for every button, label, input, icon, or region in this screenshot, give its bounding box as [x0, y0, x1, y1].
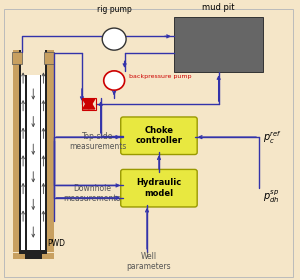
- Bar: [13, 253, 54, 259]
- Text: Top-side
measurements: Top-side measurements: [69, 132, 126, 151]
- Circle shape: [102, 28, 126, 50]
- Text: mud pit: mud pit: [202, 3, 235, 11]
- Bar: [40, 75, 41, 252]
- Bar: [44, 52, 54, 64]
- Polygon shape: [83, 99, 95, 109]
- Text: $p_{dh}^{sp}$: $p_{dh}^{sp}$: [263, 188, 280, 205]
- Text: Hydraulic
model: Hydraulic model: [136, 178, 182, 198]
- Bar: [25, 75, 27, 252]
- Bar: [174, 17, 263, 72]
- Bar: [12, 52, 22, 64]
- Bar: [45, 50, 47, 252]
- Bar: [21, 75, 25, 252]
- Bar: [19, 250, 47, 255]
- Bar: [82, 98, 96, 110]
- Text: backpressure pump: backpressure pump: [129, 74, 192, 79]
- Bar: [27, 75, 40, 252]
- Bar: [13, 50, 19, 252]
- Circle shape: [104, 71, 124, 90]
- Bar: [19, 50, 21, 252]
- Text: Downhole
measurements: Downhole measurements: [63, 184, 121, 204]
- FancyBboxPatch shape: [121, 117, 197, 155]
- Polygon shape: [83, 99, 95, 109]
- Text: $p_c^{ref}$: $p_c^{ref}$: [263, 129, 282, 146]
- Text: rig pump: rig pump: [97, 5, 131, 14]
- Bar: [25, 253, 42, 259]
- Bar: [47, 50, 53, 252]
- Bar: [41, 75, 45, 252]
- Text: Choke
controller: Choke controller: [136, 126, 182, 145]
- FancyBboxPatch shape: [121, 169, 197, 207]
- Text: Well
parameters: Well parameters: [126, 252, 171, 271]
- Text: PWD: PWD: [47, 239, 65, 248]
